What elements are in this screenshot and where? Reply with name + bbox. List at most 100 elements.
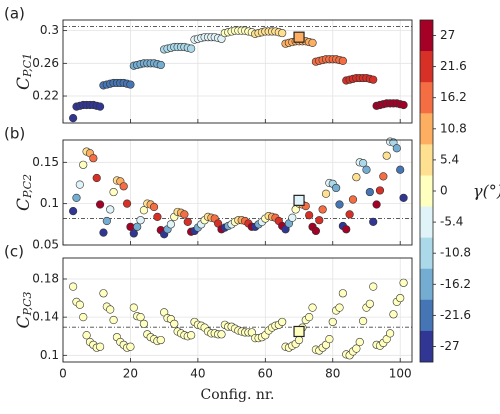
data-point xyxy=(359,316,368,326)
y-tick-label: 0.22 xyxy=(32,89,59,103)
colorbar-tick-label: -5.4 xyxy=(440,215,463,229)
colorbar-tick-label: 16.2 xyxy=(440,90,467,104)
data-point xyxy=(294,335,304,345)
data-point xyxy=(180,210,189,219)
data-point xyxy=(119,182,128,191)
data-point xyxy=(75,180,84,189)
highlight-point xyxy=(293,31,305,43)
data-point xyxy=(99,228,108,237)
data-point xyxy=(126,342,135,351)
data-point xyxy=(278,28,287,38)
data-point xyxy=(338,56,347,65)
colorbar-bin xyxy=(420,113,433,145)
data-point xyxy=(106,305,115,314)
plot-frame xyxy=(62,257,413,363)
data-point xyxy=(69,207,78,216)
data-point xyxy=(95,102,105,111)
data-point xyxy=(69,282,78,291)
data-point xyxy=(95,200,105,209)
data-point xyxy=(156,60,165,70)
data-point xyxy=(92,173,101,183)
data-point xyxy=(379,172,388,181)
colorbar-bin xyxy=(420,82,433,114)
y-axis-label: CP,C2 xyxy=(14,174,35,211)
data-point xyxy=(399,100,408,110)
data-point xyxy=(106,205,115,214)
plot-area xyxy=(63,20,412,123)
x-tick-label: 0 xyxy=(59,367,67,381)
data-point xyxy=(95,342,105,351)
data-point xyxy=(187,44,196,53)
data-point xyxy=(365,187,374,197)
colorbar-tick-label: -27 xyxy=(440,339,460,353)
data-point xyxy=(109,187,118,197)
data-point xyxy=(69,113,78,123)
data-point xyxy=(345,210,354,219)
data-point xyxy=(305,313,314,322)
colorbar-bin xyxy=(420,206,433,238)
data-point xyxy=(278,317,287,327)
data-point xyxy=(79,160,88,169)
data-point xyxy=(365,299,374,308)
y-label-sub: P,C1 xyxy=(21,53,34,78)
data-point xyxy=(352,344,361,353)
data-point xyxy=(348,195,358,204)
data-point xyxy=(136,313,145,322)
y-tick-label: 0.1 xyxy=(40,196,59,210)
colorbar-bin xyxy=(420,237,433,270)
colorbar-bin xyxy=(420,330,433,363)
y-label-sub: P,C3 xyxy=(21,291,34,316)
data-point xyxy=(217,330,226,339)
y-tick-label: 0.05 xyxy=(32,238,59,252)
colorbar-tick-label: 10.8 xyxy=(440,121,467,135)
data-point xyxy=(311,226,320,236)
data-point xyxy=(79,313,88,322)
colorbar-bin xyxy=(420,175,433,207)
y-label-main: C xyxy=(14,316,34,329)
data-point xyxy=(342,225,351,234)
colorbar-tick-label: 5.4 xyxy=(440,152,459,166)
data-point xyxy=(369,75,378,84)
x-tick-label: 100 xyxy=(389,367,412,381)
data-point xyxy=(166,220,176,229)
data-point xyxy=(396,293,405,303)
x-tick-label: 60 xyxy=(258,367,273,381)
data-point xyxy=(187,331,196,340)
data-point xyxy=(399,278,408,287)
data-point xyxy=(183,217,192,226)
y-label-main: C xyxy=(14,77,34,90)
y-tick-label: 0.3 xyxy=(40,23,59,37)
y-tick-label: 0.15 xyxy=(32,155,59,169)
colorbar-tick-label: 27 xyxy=(440,28,455,42)
data-point xyxy=(122,199,132,208)
data-point xyxy=(305,211,314,220)
data-point xyxy=(308,38,317,47)
data-point xyxy=(102,216,111,226)
data-point xyxy=(170,319,179,328)
data-point xyxy=(139,206,149,215)
x-tick-label: 20 xyxy=(123,367,138,381)
data-point xyxy=(362,165,371,174)
data-point xyxy=(133,222,142,231)
data-point xyxy=(82,331,91,340)
panel-label: (c) xyxy=(4,243,24,261)
data-point xyxy=(149,202,159,212)
y-tick-label: 0.1 xyxy=(40,348,59,362)
y-label-sub: P,C2 xyxy=(21,174,34,199)
colorbar-tick-label: 21.6 xyxy=(440,59,467,73)
colorbar-tick-label: -21.6 xyxy=(440,308,471,322)
data-point xyxy=(109,315,118,325)
data-point xyxy=(139,319,149,328)
data-point xyxy=(335,303,344,312)
data-point xyxy=(129,229,138,238)
data-point xyxy=(315,216,324,225)
colorbar-tick-label: -10.8 xyxy=(440,246,471,260)
data-point xyxy=(338,289,347,298)
data-point xyxy=(372,200,381,209)
data-point xyxy=(382,151,391,160)
data-point xyxy=(359,159,368,168)
data-point xyxy=(153,212,162,221)
y-axis-label: CP,C1 xyxy=(14,53,35,90)
data-point xyxy=(308,303,317,312)
